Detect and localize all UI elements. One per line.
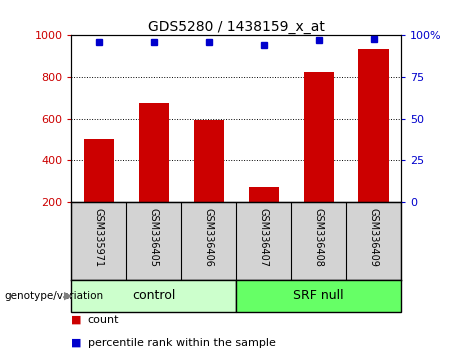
Bar (236, 280, 401, 312)
Text: SRF null: SRF null (293, 289, 344, 302)
Text: count: count (88, 315, 119, 325)
Text: GSM336406: GSM336406 (204, 208, 214, 267)
Text: GSM336408: GSM336408 (313, 208, 324, 267)
Text: GSM336409: GSM336409 (369, 208, 378, 267)
Text: percentile rank within the sample: percentile rank within the sample (88, 338, 276, 348)
Bar (359, 49, 389, 202)
Text: control: control (132, 289, 176, 302)
Bar (139, 103, 169, 202)
Bar (303, 72, 334, 202)
Text: ■: ■ (71, 338, 85, 348)
Title: GDS5280 / 1438159_x_at: GDS5280 / 1438159_x_at (148, 21, 325, 34)
Text: GSM335971: GSM335971 (94, 208, 104, 267)
Bar (84, 139, 114, 202)
Text: GSM336407: GSM336407 (259, 208, 269, 267)
Text: ■: ■ (71, 315, 85, 325)
Text: GSM336405: GSM336405 (149, 208, 159, 267)
Bar (71, 280, 236, 312)
Text: ▶: ▶ (64, 291, 72, 301)
Bar (248, 187, 279, 202)
Bar (194, 120, 224, 202)
Text: genotype/variation: genotype/variation (5, 291, 104, 301)
